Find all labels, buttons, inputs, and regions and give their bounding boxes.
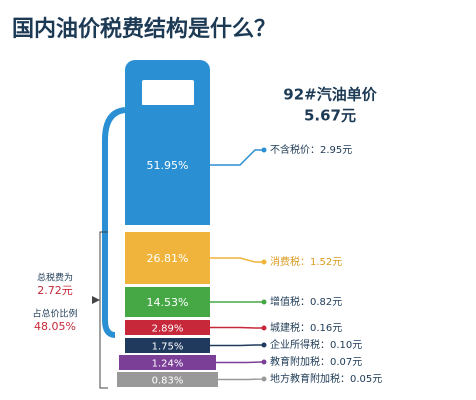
connector (210, 326, 262, 329)
value-label: 1.75% (152, 342, 184, 353)
value-label: 1.24% (152, 359, 184, 370)
connector (210, 257, 262, 263)
segment (117, 372, 218, 387)
connector (210, 149, 262, 166)
connector (210, 344, 262, 347)
segment (125, 287, 210, 317)
total-label: 5.67元 (304, 107, 356, 125)
annotation: 2.72元 (37, 284, 73, 297)
subtitle: 92#汽油单价 (283, 86, 377, 104)
legend-label: 教育附加税：0.07元 (270, 355, 362, 368)
value-label: 0.83% (152, 376, 184, 387)
legend-label: 地方教育附加税：0.05元 (270, 372, 382, 385)
segment (119, 355, 216, 370)
annotation: 总税费为 (37, 272, 73, 284)
legend-label: 消费税：1.52元 (270, 255, 342, 268)
legend-label: 不含税价：2.95元 (270, 143, 352, 156)
connector-dot (261, 325, 267, 331)
segment (125, 105, 210, 225)
value-label: 14.53% (147, 296, 189, 309)
chart-title: 国内油价税费结构是什么？ (12, 16, 276, 42)
connector-dot (261, 342, 267, 348)
connector-dot (261, 299, 267, 305)
segment (125, 338, 210, 353)
connector (218, 378, 264, 381)
connector-dot (261, 359, 267, 365)
value-label: 2.89% (152, 324, 184, 335)
segment (125, 320, 210, 335)
connector-dot (261, 259, 267, 265)
value-label: 51.95% (147, 159, 189, 172)
connector-dot (261, 376, 267, 382)
bracket-arrow (92, 296, 100, 304)
hose (102, 107, 126, 338)
legend-label: 城建税：0.16元 (270, 321, 342, 334)
connector (216, 361, 262, 364)
annotation: 48.05% (34, 320, 76, 333)
segment (125, 232, 210, 284)
legend-label: 企业所得税：0.10元 (270, 338, 362, 351)
bracket (99, 231, 108, 389)
annotation: 占总价比例 (32, 308, 77, 320)
connector-dot (261, 147, 267, 153)
pump-window (142, 80, 194, 106)
legend-label: 增值税：0.82元 (270, 295, 342, 308)
value-label: 26.81% (147, 252, 189, 265)
